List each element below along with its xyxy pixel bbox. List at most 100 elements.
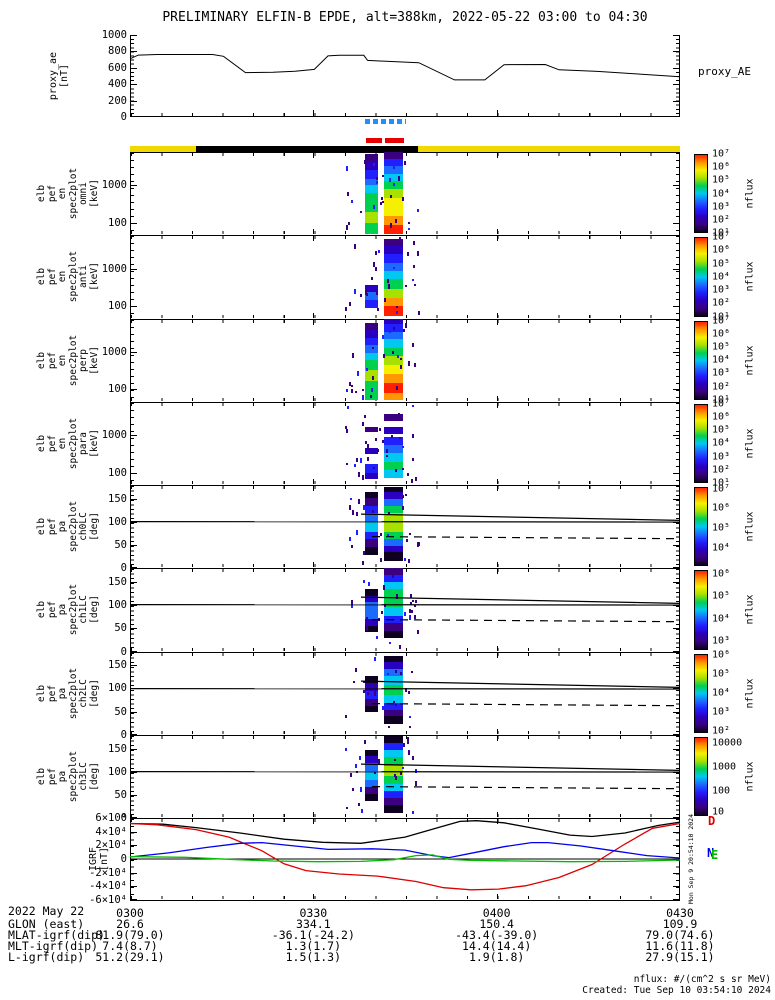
spectrogram-cell	[383, 445, 403, 454]
spec-y-tick-label: 50	[114, 622, 127, 635]
spec-x-minor-ticks	[131, 231, 679, 235]
spectrogram-speckle	[362, 504, 365, 510]
proxy-y-tick	[131, 116, 137, 117]
spec-x-major-tick	[313, 569, 315, 575]
spec-y-tick-label: 100	[108, 682, 127, 695]
spectrogram-speckle	[353, 464, 356, 467]
igrf-y-tick	[673, 872, 679, 874]
igrf-y-tick	[131, 899, 137, 900]
spectrogram-speckle	[345, 426, 348, 430]
spectrogram-speckle	[348, 505, 351, 511]
igrf-y-tick-label: 0	[120, 853, 127, 865]
colorbar-ch1LC	[694, 570, 708, 650]
spec-x-major-tick	[496, 486, 498, 491]
spectrogram-speckle	[357, 499, 360, 504]
spec-y-tick	[131, 817, 137, 818]
colorbar-tick-label: 10⁴	[712, 188, 731, 200]
conjunction-bar-blue	[365, 119, 406, 124]
plot-line	[130, 854, 680, 863]
spectrogram-speckle	[413, 363, 416, 368]
igrf-y-axis-title-text: IGRF [nT]	[88, 846, 110, 872]
spectrogram-speckle	[398, 437, 401, 440]
colorbar-tick-label: 10⁷	[712, 148, 731, 160]
spec-y-minor-ticks	[676, 735, 679, 817]
colorbar-tick-label: 10⁴	[712, 437, 731, 449]
spectrogram-speckle	[399, 237, 402, 242]
ephemeris-value: 14.4(14.4)	[462, 939, 532, 953]
spec-y-tick	[673, 748, 679, 750]
spectrogram-cell	[365, 787, 378, 794]
spectrogram-cell	[365, 211, 378, 223]
plot-line	[360, 596, 680, 605]
spectrogram-cell	[383, 531, 403, 540]
proxy-y-tick	[131, 67, 137, 69]
igrf-x-minor-ticks	[131, 896, 679, 899]
spectrogram-cell	[365, 447, 378, 455]
colorbar-tick-label: 10⁵	[712, 522, 731, 534]
spec-y-tick-label: 100	[108, 383, 127, 396]
spectrogram-cell	[365, 521, 378, 532]
spectrogram-speckle	[381, 440, 384, 443]
spectrogram-speckle	[373, 205, 376, 210]
spec-y-tick	[131, 306, 137, 307]
spec-y-minor-ticks	[131, 735, 134, 817]
spectrogram-speckle	[378, 250, 381, 254]
spectrogram-speckle	[394, 704, 397, 707]
epoch-bar-segment	[130, 146, 196, 152]
proxy-panel-right-spine	[679, 35, 680, 117]
spectrogram-cell	[365, 505, 378, 514]
colorbar-tick-label: 10⁶	[712, 568, 731, 580]
spectrogram-cell	[365, 161, 378, 171]
spectrogram-speckle	[359, 787, 362, 793]
spectrogram-cell	[365, 426, 378, 432]
spectrogram-speckle	[381, 706, 384, 710]
proxy-panel-left-spine	[130, 35, 131, 117]
spectrogram-speckle	[381, 174, 384, 177]
spectrogram-speckle	[391, 351, 394, 354]
spectrogram-speckle	[395, 468, 398, 473]
spectrogram-cell	[383, 630, 403, 639]
spectrogram-speckle	[388, 283, 391, 289]
spectrogram-speckle	[389, 329, 392, 333]
spec-x-minor-ticks	[131, 652, 679, 656]
spectrogram-cell	[383, 694, 403, 704]
spectrogram-speckle	[373, 683, 376, 689]
spec-x-major-tick	[496, 395, 498, 401]
spectrogram-speckle	[403, 742, 406, 748]
spec-y-tick-label: 100	[108, 300, 127, 312]
spec-x-major-tick	[313, 236, 315, 242]
igrf-y-tick	[673, 818, 679, 819]
spectrogram-cell	[365, 201, 378, 212]
proxy-y-tick-label: 800	[108, 45, 127, 58]
proxy-y-tick	[673, 67, 679, 69]
ephemeris-value: 79.0(74.6)	[645, 928, 715, 942]
epoch-bar-segment	[418, 146, 680, 152]
colorbar-perp	[694, 320, 708, 400]
spectrogram-speckle	[361, 388, 364, 391]
spectrogram-speckle	[346, 806, 349, 809]
plot-line	[371, 702, 680, 706]
spec-y-minor-ticks	[131, 153, 134, 235]
spectrogram-cell	[383, 279, 403, 289]
spectrogram-speckle	[401, 467, 404, 471]
spec-y-tick	[673, 306, 679, 307]
spectrogram-speckle	[411, 755, 414, 760]
igrf-legend-E: E	[711, 848, 719, 862]
spec-x-minor-ticks	[131, 319, 679, 323]
spectrogram-cell	[365, 380, 378, 391]
spectrogram-speckle	[407, 473, 410, 477]
plot-line	[360, 513, 680, 521]
spectrogram-speckle	[404, 160, 407, 165]
spec-y-tick	[673, 185, 679, 187]
spec-x-minor-ticks	[131, 397, 679, 401]
spectrogram-speckle	[371, 276, 374, 280]
spectrogram-speckle	[396, 386, 399, 390]
colorbar-tick-label: 10⁷	[712, 231, 731, 243]
spectrogram-speckle	[354, 390, 357, 393]
igrf-y-tick	[131, 831, 137, 833]
spectrogram-speckle	[366, 457, 369, 461]
spectrogram-speckle	[402, 197, 405, 202]
spec-y-tick	[131, 582, 137, 584]
plot-line	[371, 619, 680, 623]
ephemeris-value: 27.9(15.1)	[645, 950, 715, 964]
